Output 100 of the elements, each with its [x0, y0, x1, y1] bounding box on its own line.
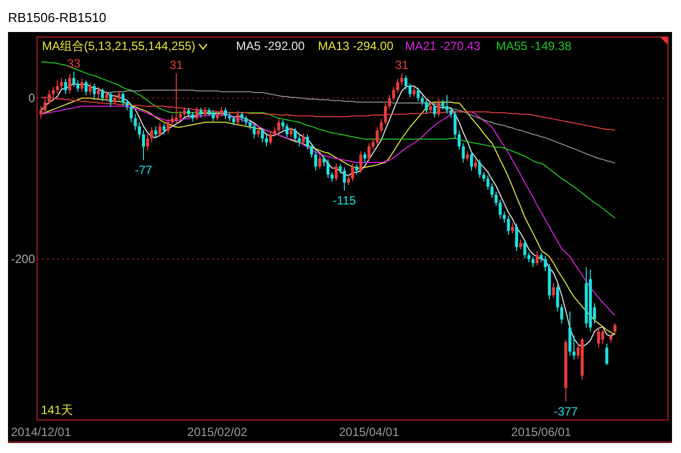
candlestick — [142, 130, 145, 161]
candlestick — [429, 102, 432, 114]
candlestick — [474, 158, 478, 170]
candlestick — [363, 152, 366, 164]
candlestick — [462, 142, 465, 164]
candlestick — [212, 110, 215, 122]
candlestick — [56, 80, 59, 94]
candlestick — [273, 126, 276, 138]
candlestick — [269, 130, 272, 146]
candlestick — [523, 239, 526, 259]
candlestick — [134, 114, 137, 131]
candlestick — [527, 252, 530, 263]
candlestick — [240, 111, 244, 122]
candlestick — [92, 83, 96, 99]
x-tick-label: 2015/02/02 — [187, 425, 248, 439]
text: MA21 -270.43 — [405, 39, 481, 53]
candlestick — [532, 256, 534, 268]
candlestick — [150, 126, 154, 143]
candlestick — [486, 174, 490, 190]
chart-title: RB1506-RB1510 — [8, 10, 106, 25]
candlestick — [88, 82, 92, 96]
candlestick — [302, 133, 305, 146]
candlestick — [314, 150, 318, 172]
candlestick — [64, 78, 68, 95]
candlestick — [265, 134, 268, 147]
candlestick — [199, 107, 202, 118]
candlestick — [478, 158, 482, 178]
candlestick — [424, 99, 428, 114]
candlestick — [342, 166, 346, 192]
candlestick — [232, 115, 236, 126]
candlestick — [466, 150, 469, 162]
annotation: -377 — [554, 404, 578, 418]
candlestick — [347, 174, 350, 186]
candlestick — [40, 106, 42, 119]
candlestick — [204, 106, 206, 118]
candlestick — [351, 162, 354, 182]
candlestick — [170, 114, 174, 126]
candlestick — [572, 335, 576, 360]
candlestick — [294, 127, 297, 142]
candlestick — [216, 110, 219, 122]
x-tick-label: 2015/04/01 — [338, 425, 400, 439]
candlestick — [195, 106, 198, 120]
candlestick — [290, 126, 293, 138]
text: MA5 -292.00 — [236, 39, 306, 53]
candlestick — [396, 78, 400, 94]
annotation: 141天 — [41, 403, 74, 417]
candlestick — [236, 110, 240, 126]
candlestick — [260, 127, 264, 143]
text: MA13 -294.00 — [318, 39, 394, 53]
line-series — [40, 61, 616, 219]
candlestick — [450, 107, 452, 118]
candlestick — [433, 103, 436, 118]
candlestick — [318, 154, 322, 170]
candlestick — [326, 158, 330, 178]
candlestick — [470, 150, 473, 172]
candlestick — [130, 104, 133, 123]
candlestick — [408, 83, 412, 98]
candlestick — [220, 106, 223, 118]
candlestick — [80, 78, 84, 92]
line-series — [106, 90, 616, 164]
candlestick — [392, 86, 396, 102]
candlestick — [420, 95, 424, 106]
y-tick-label: -200 — [10, 252, 36, 266]
candlestick — [540, 252, 543, 263]
candlestick — [441, 99, 444, 110]
candlestick — [416, 87, 420, 102]
candlestick — [445, 94, 448, 114]
candlestick — [310, 142, 314, 158]
candlestick — [183, 106, 186, 118]
candlestick — [552, 282, 555, 298]
candlestick — [224, 107, 227, 120]
candlestick — [334, 162, 338, 182]
candlestick — [109, 91, 112, 107]
candlestick — [330, 172, 334, 182]
candlestick — [60, 78, 63, 89]
candlestick — [322, 156, 326, 168]
candlestick — [355, 164, 358, 176]
candlestick — [286, 123, 288, 138]
y-tick-label: 0 — [28, 91, 36, 106]
candlestick — [158, 122, 162, 138]
candlestick — [536, 250, 539, 266]
text: MA55 -149.38 — [496, 39, 572, 53]
candlestick — [162, 123, 166, 135]
candlestick — [298, 134, 301, 147]
candlestick — [597, 326, 600, 348]
candlestick — [84, 80, 88, 96]
candlestick — [376, 126, 379, 146]
candlestick — [388, 94, 391, 110]
candlestick — [614, 322, 616, 334]
candlestick — [519, 239, 522, 250]
candlestick — [101, 88, 104, 102]
candlestick — [126, 99, 129, 111]
candlestick — [506, 215, 510, 236]
candlestick — [384, 102, 387, 126]
candlestick — [166, 118, 170, 134]
annotation: -115 — [332, 194, 356, 208]
candlestick — [544, 255, 547, 272]
annotation: 31 — [395, 58, 409, 72]
candlestick — [96, 86, 100, 99]
candlestick — [482, 172, 486, 182]
